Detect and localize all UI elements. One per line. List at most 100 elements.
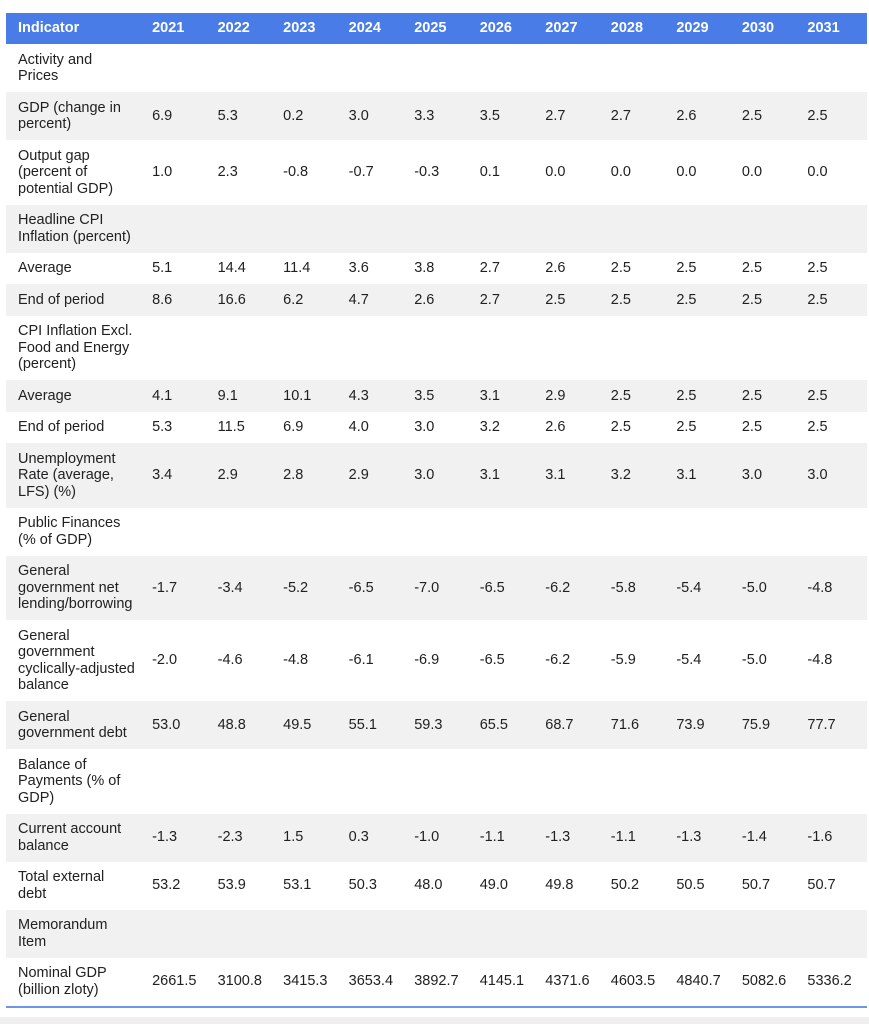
section-label: Headline CPI Inflation (percent) — [18, 212, 131, 245]
table-row: General government debt 53.0 48.8 49.5 55.1 5… — [6, 701, 867, 749]
column-header-year: 2026 — [473, 13, 540, 44]
row-label: Unemployment Rate (average, LFS) (%) — [18, 450, 116, 500]
cell-value: 6.9 — [283, 419, 304, 435]
cell-value: 3.0 — [414, 467, 435, 483]
section-row: CPI Inflation Excl. Food and Energy (per… — [6, 316, 867, 381]
row-label: General government debt — [18, 708, 127, 742]
header-row: Indicator 2021 2022 2023 2024 2025 2026 2027 202… — [6, 13, 867, 44]
cell-value: 2.5 — [807, 291, 828, 308]
row-label: General government cyclically-adjusted b… — [18, 627, 135, 694]
cell-value: 4603.5 — [610, 973, 656, 990]
cell-value: 49.0 — [479, 877, 508, 894]
section-filler — [146, 749, 867, 814]
cell-value: -1.1 — [610, 829, 636, 846]
cell-value: 3.2 — [610, 467, 631, 483]
section-label: Public Finances (% of GDP) — [18, 515, 121, 548]
section-filler — [146, 910, 867, 958]
column-header-year: 2022 — [211, 13, 278, 44]
row-label: Current account balance — [18, 821, 122, 854]
cell-value: 71.6 — [610, 716, 640, 733]
cell-value: 2.5 — [676, 387, 697, 404]
cell-value: -2.0 — [152, 652, 178, 669]
cell-value: 2.9 — [545, 387, 566, 404]
cell-value: -1.3 — [545, 829, 571, 846]
cell-value: -5.8 — [610, 579, 636, 596]
column-header-year: 2030 — [735, 13, 802, 44]
row-label: GDP (change in percent) — [18, 99, 121, 133]
cell-value: 0.3 — [348, 829, 369, 846]
cell-value: 2.7 — [545, 107, 566, 124]
cell-value: 53.0 — [152, 716, 181, 733]
cell-value: -4.6 — [217, 652, 243, 669]
table-row: Nominal GDP (billion zloty) 2661.5 3100.8 3… — [6, 958, 867, 1007]
cell-value: 8.6 — [152, 291, 173, 308]
cell-value: 5082.6 — [741, 973, 787, 990]
cell-value: -1.0 — [414, 829, 440, 846]
cell-value: 3.0 — [414, 419, 435, 435]
cell-value: 49.5 — [283, 716, 312, 733]
cell-value: 3.5 — [414, 387, 435, 404]
column-header-year: 2031 — [801, 13, 867, 44]
cell-value: -4.8 — [283, 652, 309, 669]
cell-value: -6.1 — [348, 652, 374, 669]
cell-value: 3.2 — [479, 419, 500, 435]
cell-value: 4371.6 — [545, 973, 590, 990]
table-row: End of period 5.3 11.5 6.9 4.0 3.0 3.2 2.6 2.5 2.… — [6, 412, 867, 444]
cell-value: 0.0 — [545, 164, 566, 180]
cell-value: 3.1 — [676, 467, 697, 483]
cell-value: -6.5 — [479, 652, 505, 669]
cell-value: -5.0 — [741, 652, 767, 669]
table-body: Activity and Prices GDP (change in percen… — [6, 44, 867, 1007]
cell-value: 2661.5 — [152, 973, 197, 990]
cell-value: 4.1 — [152, 387, 173, 404]
column-header-year: 2028 — [604, 13, 671, 44]
cell-value: -6.2 — [545, 652, 571, 669]
cell-value: -4.8 — [807, 652, 833, 669]
cell-value: -1.3 — [676, 829, 702, 846]
row-label: Total external debt — [18, 869, 105, 902]
cell-value: 4145.1 — [479, 973, 525, 990]
indicators-table: Indicator 2021 2022 2023 2024 2025 2026 2027 202… — [6, 13, 867, 1008]
cell-value: -1.7 — [152, 579, 178, 596]
cell-value: -0.7 — [348, 164, 374, 180]
cell-value: 0.2 — [283, 107, 304, 124]
cell-value: -0.8 — [283, 164, 309, 180]
cell-value: 50.3 — [348, 877, 377, 894]
cell-value: 3.3 — [414, 107, 435, 124]
cell-value: -0.3 — [414, 164, 440, 180]
cell-value: 1.0 — [152, 164, 173, 180]
cell-value: -6.2 — [545, 579, 571, 596]
cell-value: -6.9 — [414, 652, 440, 669]
cell-value: 3.1 — [479, 467, 500, 483]
cell-value: 0.1 — [479, 164, 500, 180]
cell-value: -2.3 — [217, 829, 243, 846]
table-row: Unemployment Rate (average, LFS) (%) 3.4 2… — [6, 443, 867, 508]
cell-value: -1.3 — [152, 829, 178, 846]
column-header-year: 2021 — [146, 13, 212, 44]
cell-value: 65.5 — [479, 716, 508, 733]
section-label: Memorandum Item — [18, 917, 108, 950]
cell-value: 2.5 — [676, 291, 697, 308]
table-row: Current account balance -1.3 -2.3 1.5 0.3 -1.… — [6, 813, 867, 862]
cell-value: 2.5 — [610, 419, 631, 435]
cell-value: 2.5 — [741, 260, 763, 276]
cell-value: 9.1 — [217, 387, 238, 404]
section-row: Balance of Payments (% of GDP) — [6, 749, 867, 814]
cell-value: 14.4 — [217, 260, 246, 276]
column-header-year: 2023 — [277, 13, 343, 44]
cell-value: -5.4 — [676, 652, 702, 669]
cell-value: 0.0 — [676, 164, 697, 180]
cell-value: 2.5 — [676, 260, 697, 276]
row-label: Average — [18, 387, 72, 404]
row-label: General government net lending/borrowing — [18, 563, 133, 612]
cell-value: 2.5 — [545, 291, 566, 308]
section-filler — [146, 205, 867, 253]
cell-value: 2.5 — [807, 260, 828, 276]
cell-value: -1.4 — [741, 829, 767, 846]
cell-value: 4.0 — [348, 419, 369, 435]
section-filler — [146, 316, 867, 381]
cell-value: 2.6 — [676, 107, 697, 124]
cell-value: 77.7 — [807, 716, 836, 733]
cell-value: 50.7 — [741, 877, 771, 894]
cell-value: 55.1 — [348, 716, 377, 733]
